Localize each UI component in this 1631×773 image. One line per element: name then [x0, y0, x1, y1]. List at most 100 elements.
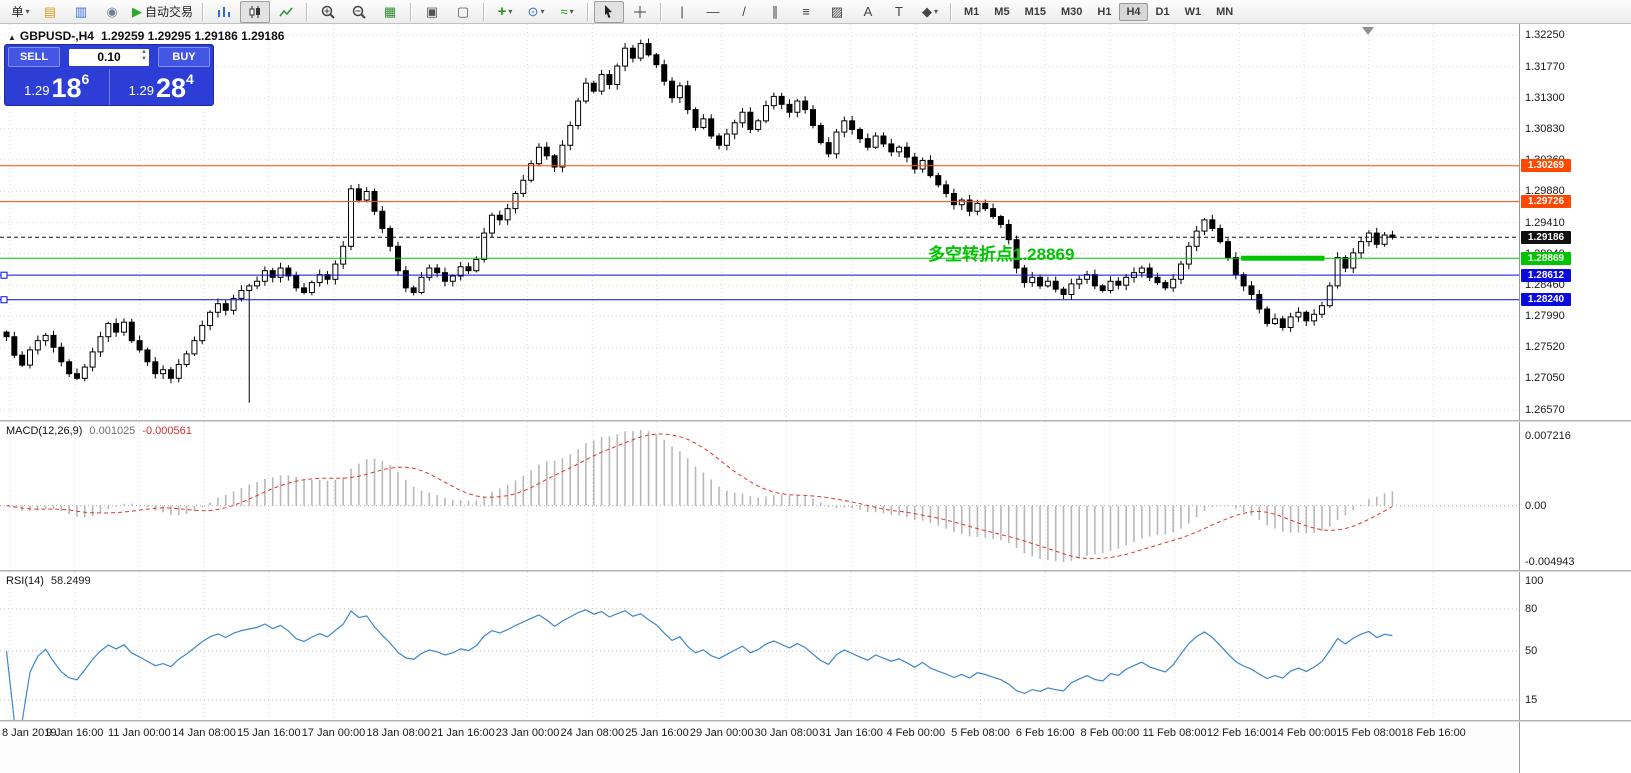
chart-shift-marker [1362, 27, 1374, 35]
axis-label: 1.28460 [1525, 279, 1565, 292]
vertical-line-tool[interactable]: | [680, 3, 684, 19]
ohlc-values: 1.29259 1.29295 1.29186 1.29186 [100, 29, 285, 43]
time-axis-label: 25 Jan 16:00 [625, 727, 689, 739]
text-tool[interactable]: A [863, 3, 873, 19]
time-axis-label: 15 Feb 08:00 [1336, 727, 1402, 739]
toolbar-separator [483, 2, 486, 21]
price-level-badge: 1.29726 [1521, 195, 1571, 209]
time-axis-label: 11 Jan 00:00 [107, 727, 171, 739]
tile-windows-icon[interactable]: ▦ [383, 3, 397, 19]
axis-label: 1.26570 [1525, 404, 1565, 416]
timeframe-m15[interactable]: M15 [1024, 5, 1046, 18]
time-axis-label: 30 Jan 08:00 [754, 727, 819, 739]
toolbar-separator [587, 2, 590, 21]
axis-label: 1.29410 [1525, 216, 1565, 229]
macd-label: MACD(12,26,9) [6, 425, 83, 437]
fibonacci-tool[interactable]: ≡ [802, 3, 810, 19]
rsi-canvas[interactable] [0, 572, 1519, 720]
line-chart-button[interactable] [271, 1, 301, 23]
axis-label: -0.004943 [1525, 556, 1575, 568]
axis-label: 1.31300 [1525, 91, 1565, 104]
timeframe-h1[interactable]: H1 [1097, 5, 1112, 18]
axis-label: 1.29880 [1525, 185, 1565, 198]
candlestick-chart-button[interactable] [240, 0, 271, 23]
axis-label: 1.27050 [1525, 372, 1565, 385]
time-axis-label: 4 Feb 00:00 [886, 727, 946, 739]
zoom-out-button[interactable] [344, 1, 374, 23]
macd-canvas[interactable] [0, 422, 1519, 570]
channel-tool[interactable]: ∥ [771, 3, 779, 19]
time-axis-label: 8 Feb 00:00 [1080, 727, 1140, 739]
panel-separator [0, 720, 1631, 722]
sell-price-frac: 6 [81, 71, 90, 87]
new-order-button[interactable]: + ▾ [497, 2, 513, 20]
spinner-up-icon[interactable]: ▲ [141, 48, 147, 55]
main-grid [0, 24, 1519, 420]
level-lines [0, 165, 1519, 304]
axis-label: 1.31770 [1525, 60, 1565, 73]
panel-separator[interactable] [0, 570, 1631, 572]
spinner-down-icon[interactable]: ▼ [141, 55, 147, 62]
panel-separator[interactable] [0, 420, 1631, 422]
axis-label: 1.30830 [1525, 122, 1565, 135]
cursor-tool-button[interactable] [594, 0, 625, 23]
buy-price[interactable]: 1.29 28 4 [110, 69, 214, 105]
time-axis-label: 18 Jan 08:00 [366, 727, 430, 739]
chart-title: ▲ GBPUSD-,H4 1.29259 1.29295 1.29186 1.291… [8, 29, 284, 43]
rsi-value: 58.2499 [50, 575, 91, 587]
toolbar-separator [950, 2, 953, 21]
one-click-toggle-icon[interactable]: ▲ [8, 33, 16, 42]
price-chart-canvas[interactable] [0, 24, 1519, 420]
lot-size-input[interactable]: 0.10 ▲ ▼ [69, 48, 149, 66]
time-scale[interactable]: 8 Jan 2019 9 Jan 16:00 11 Jan 00:00 14 Jan … [0, 722, 1519, 773]
navigator-icon[interactable]: ◉ [106, 3, 118, 19]
autotrading-button[interactable]: ▶ 自动交易 [132, 3, 194, 19]
timeframe-m5[interactable]: M5 [994, 5, 1010, 18]
time-axis-label: 21 Jan 16:00 [431, 727, 495, 739]
bar-chart-button[interactable] [209, 1, 239, 23]
axis-label: 1.32250 [1525, 29, 1565, 41]
macd-header: MACD(12,26,9) 0.001025 -0.000561 [6, 425, 192, 437]
chart-annotation[interactable]: 多空转折点1.28869 [928, 245, 1075, 264]
time-axis-label: 15 Jan 16:00 [236, 727, 301, 739]
timeframe-m30[interactable]: M30 [1060, 5, 1083, 18]
buy-price-frac: 4 [186, 71, 194, 87]
crosshair-tool-button[interactable] [625, 1, 655, 23]
axis-label: 50 [1525, 644, 1538, 657]
sell-price[interactable]: 1.29 18 6 [5, 69, 110, 105]
chart-period-button[interactable]: ⊙ ▾ [527, 3, 545, 19]
market-watch-icon[interactable]: ▥ [74, 3, 88, 19]
order-menu[interactable]: 单 ▾ [11, 5, 30, 19]
price-scale[interactable]: 1.322501.317701.313001.308301.303601.298… [1519, 24, 1631, 773]
new-order-icon[interactable]: ▤ [43, 3, 57, 19]
timeframe-mn[interactable]: MN [1216, 5, 1234, 18]
rsi-label: RSI(14) [6, 575, 44, 587]
macd-histogram [13, 430, 1394, 562]
horizontal-line-tool[interactable]: — [706, 3, 720, 19]
symbol-period-label: GBPUSD-,H4 [19, 29, 94, 43]
time-axis-label: 6 Feb 16:00 [1015, 727, 1075, 739]
one-click-trading-panel: SELL 0.10 ▲ ▼ BUY 1.29 18 6 1.29 28 4 [4, 44, 214, 106]
arrows-tool[interactable]: ◆ ▾ [922, 3, 939, 19]
label-tool[interactable]: T [895, 3, 903, 19]
lot-size-value: 0.10 [97, 50, 121, 64]
indicators-button[interactable]: ≈ ▾ [560, 3, 574, 19]
sell-button[interactable]: SELL [8, 47, 60, 67]
buy-button[interactable]: BUY [158, 47, 210, 67]
toolbar-separator [306, 2, 309, 21]
toolbar-separator [660, 2, 663, 21]
timeframe-h4[interactable]: H4 [1119, 2, 1148, 21]
time-axis-label: 8 Jan 2019 [2, 727, 57, 739]
arrange-horizontal-icon[interactable]: ▣ [425, 3, 439, 19]
time-axis-label: 14 Jan 08:00 [172, 727, 236, 739]
timeframe-m1[interactable]: M1 [964, 5, 980, 18]
timeframe-d1[interactable]: D1 [1155, 5, 1170, 18]
axis-label: 0.007216 [1525, 430, 1571, 442]
arrange-vertical-icon[interactable]: ▢ [456, 3, 470, 19]
lot-spinner[interactable]: ▲ ▼ [141, 49, 147, 63]
shapes-grid-tool[interactable]: ▨ [830, 3, 844, 19]
candles [3, 38, 1396, 403]
zoom-in-button[interactable] [313, 1, 343, 23]
timeframe-w1[interactable]: W1 [1184, 5, 1202, 18]
trendline-tool[interactable]: / [742, 3, 746, 19]
